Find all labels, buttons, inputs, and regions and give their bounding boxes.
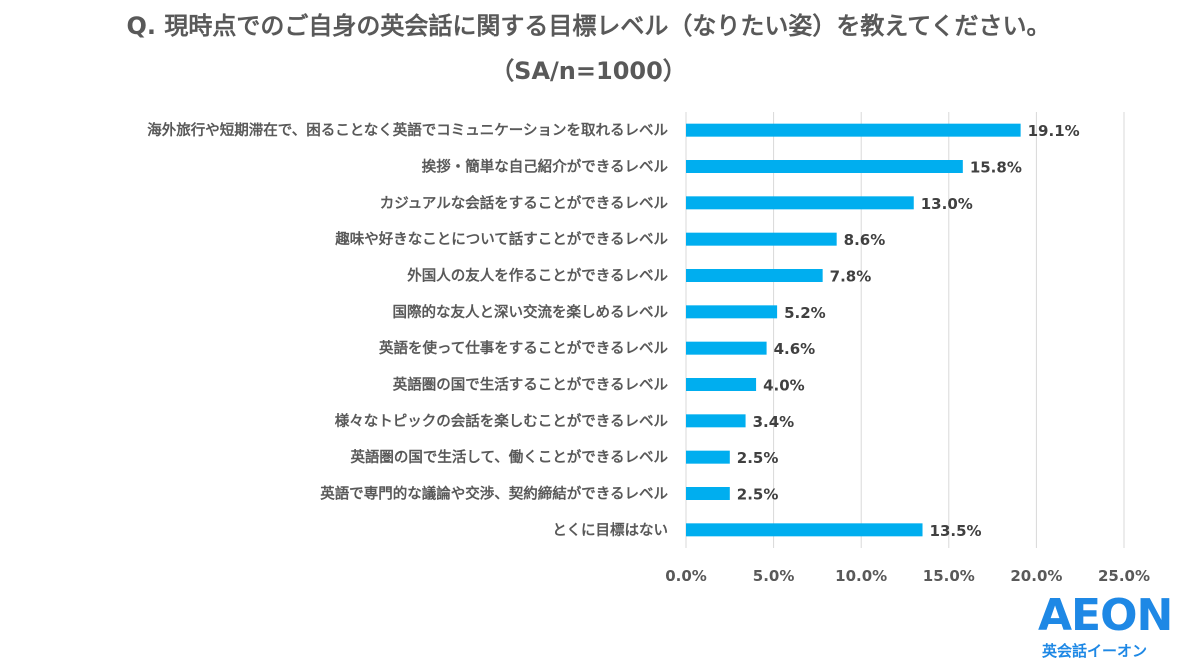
x-tick-label: 10.0% — [835, 567, 887, 585]
data-label: 8.6% — [844, 231, 886, 249]
data-label: 2.5% — [737, 486, 779, 504]
bar — [686, 305, 778, 319]
logo-subtitle: 英会話イーオン — [1042, 642, 1148, 660]
bar — [686, 232, 837, 246]
data-label: 19.1% — [1028, 122, 1080, 140]
category-label: 挨拶・簡単な自己紹介ができるレベル — [422, 158, 669, 176]
data-label: 13.0% — [921, 195, 973, 213]
category-label: 趣味や好きなことについて話すことができるレベル — [334, 230, 668, 248]
chart-title: Q. 現時点でのご自身の英会話に関する目標レベル（なりたい姿）を教えてください。 — [126, 12, 1051, 40]
x-tick-label: 20.0% — [1010, 567, 1062, 585]
category-label: 英語で専門的な議論や交渉、契約締結ができるレベル — [320, 485, 668, 503]
category-label: 海外旅行や短期滞在で、困ることなく英語でコミュニケーションを取れるレベル — [147, 121, 668, 139]
category-label: 英語圏の国で生活して、働くことができるレベル — [350, 448, 668, 466]
x-tick-label: 25.0% — [1098, 567, 1150, 585]
chart-subtitle: （SA/n=1000） — [490, 57, 687, 85]
category-label: カジュアルな会話をすることができるレベル — [380, 194, 669, 212]
data-label: 5.2% — [784, 304, 826, 322]
data-label: 2.5% — [737, 449, 779, 467]
bar — [686, 160, 963, 173]
bar — [686, 450, 730, 464]
category-label: 外国人の友人を作ることができるレベル — [407, 267, 668, 285]
aeon-logo: AEON 英会話イーオン — [1030, 590, 1177, 662]
category-label: 英語を使って仕事をすることができるレベル — [379, 339, 668, 357]
bar — [686, 123, 1021, 137]
logo-wordmark: AEON — [1038, 590, 1173, 641]
data-label: 13.5% — [930, 522, 982, 540]
x-tick-label: 0.0% — [665, 567, 707, 585]
bar — [686, 269, 823, 282]
bar — [686, 523, 923, 537]
bar — [686, 378, 757, 391]
x-tick-label: 5.0% — [753, 567, 795, 585]
category-label: 国際的な友人と深い交流を楽しめるレベル — [393, 303, 669, 321]
bar — [686, 487, 730, 500]
category-label: 英語圏の国で生活することができるレベル — [393, 376, 669, 394]
data-label: 7.8% — [830, 268, 872, 286]
category-label: とくに目標はない — [552, 521, 668, 539]
category-label: 様々なトピックの会話を楽しむことができるレベル — [335, 412, 669, 430]
data-label: 4.0% — [763, 377, 805, 395]
x-tick-label: 15.0% — [923, 567, 975, 585]
bar — [686, 414, 746, 428]
bar — [686, 196, 914, 210]
bar — [686, 341, 767, 355]
data-label: 3.4% — [753, 413, 795, 431]
data-label: 15.8% — [970, 159, 1022, 177]
data-label: 4.6% — [774, 340, 816, 358]
